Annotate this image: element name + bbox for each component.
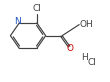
Text: H: H xyxy=(81,53,88,62)
Text: OH: OH xyxy=(80,20,94,29)
Text: Cl: Cl xyxy=(32,4,41,13)
Text: N: N xyxy=(14,17,20,26)
Text: O: O xyxy=(66,44,73,53)
Text: Cl: Cl xyxy=(88,58,97,67)
